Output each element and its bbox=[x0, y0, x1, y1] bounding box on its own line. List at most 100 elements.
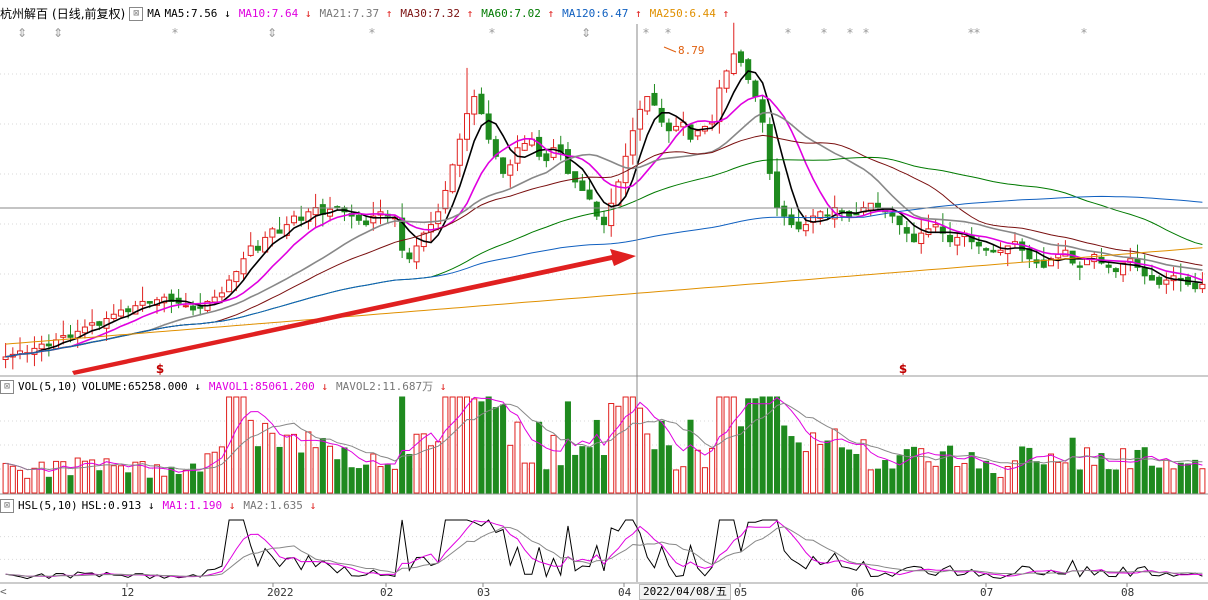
candle-down bbox=[687, 124, 694, 140]
candle-down bbox=[579, 180, 586, 191]
candle-up bbox=[60, 335, 67, 338]
volume-bar-up bbox=[391, 468, 398, 494]
volume-bar-down bbox=[651, 449, 658, 494]
volume-bar-down bbox=[96, 470, 103, 494]
trend-arrow-icon: ↓ bbox=[224, 7, 231, 20]
event-marker-icon: * bbox=[821, 26, 827, 40]
volume-bar-up bbox=[550, 434, 557, 494]
candle-down bbox=[363, 220, 370, 226]
trend-arrow-icon: ↓ bbox=[194, 380, 201, 393]
event-marker-icon: * bbox=[847, 26, 853, 40]
ma-legend-item: MA120:6.47 ↑ bbox=[562, 7, 642, 20]
volume-bar-down bbox=[197, 471, 204, 494]
candle-down bbox=[737, 51, 745, 63]
candle-up bbox=[954, 236, 961, 246]
volume-bar-up bbox=[370, 453, 377, 494]
candle-down bbox=[1105, 264, 1112, 268]
signal-mark: $ bbox=[899, 362, 907, 376]
candle-up bbox=[1120, 262, 1127, 276]
volume-bar-up bbox=[413, 433, 420, 494]
volume-bar-down bbox=[968, 452, 975, 494]
candle-down bbox=[766, 124, 773, 174]
volume-bar-up bbox=[132, 461, 139, 494]
candle-up bbox=[507, 164, 514, 176]
candle-down bbox=[146, 301, 153, 304]
volume-bar-up bbox=[312, 447, 319, 494]
candle-down bbox=[399, 217, 406, 251]
candle-up bbox=[673, 125, 680, 131]
volume-bar-up bbox=[327, 445, 334, 494]
event-marker-icon: * bbox=[1081, 26, 1087, 40]
volume-bar-up bbox=[673, 469, 680, 494]
volume-bar-down bbox=[1026, 447, 1033, 494]
volume-bar-up bbox=[925, 461, 932, 494]
volume-bar-up bbox=[31, 467, 38, 494]
volume-bar-down bbox=[737, 426, 745, 494]
volume-bar-down bbox=[759, 396, 766, 494]
volume-bar-down bbox=[341, 447, 348, 494]
scroll-left-icon[interactable]: < bbox=[0, 585, 7, 598]
vol-legend-item: VOLUME:65258.000 ↓ bbox=[81, 380, 201, 393]
candle-up bbox=[622, 155, 629, 184]
volume-bar-down bbox=[1177, 462, 1184, 494]
volume-bar-down bbox=[355, 468, 362, 494]
volume-bar-up bbox=[615, 405, 622, 494]
candle-up bbox=[629, 130, 636, 156]
vol-settings-icon[interactable]: ⊠ bbox=[0, 380, 14, 394]
volume-bar-down bbox=[781, 425, 788, 494]
candle-down bbox=[406, 252, 413, 260]
x-axis-label: 06 bbox=[851, 586, 865, 599]
candle-up bbox=[233, 271, 240, 283]
volume-bar-down bbox=[975, 468, 982, 494]
peak-label: 8.79 bbox=[678, 44, 705, 57]
volume-bar-down bbox=[1105, 469, 1112, 494]
candle-down bbox=[788, 214, 795, 226]
volume-bar-up bbox=[961, 462, 968, 494]
hsl-settings-icon[interactable]: ⊠ bbox=[0, 499, 14, 513]
candle-down bbox=[45, 343, 52, 347]
indicator-settings-icon[interactable]: ⊠ bbox=[129, 7, 144, 21]
mavol2-line bbox=[5, 402, 1203, 471]
candle-down bbox=[125, 308, 132, 313]
volume-bar-up bbox=[17, 469, 24, 494]
ma-legend-item: MA60:7.02 ↑ bbox=[481, 7, 555, 20]
volume-bar-up bbox=[723, 396, 730, 494]
volume-bar-up bbox=[449, 396, 456, 494]
volume-bar-up bbox=[954, 466, 961, 494]
ma-legend-item: MA10:7.64 ↓ bbox=[238, 7, 312, 20]
volume-bar-down bbox=[572, 454, 579, 494]
volume-bar-down bbox=[298, 452, 305, 494]
volume-bar-down bbox=[363, 464, 370, 494]
volume-bar-down bbox=[1141, 447, 1148, 494]
vol-name: VOL(5,10) bbox=[18, 380, 78, 393]
candle-down bbox=[1112, 268, 1119, 273]
volume-bar-up bbox=[1120, 448, 1127, 494]
stock-name: 杭州解百 bbox=[0, 7, 49, 21]
candle-up bbox=[442, 189, 449, 210]
volume-bar-down bbox=[485, 396, 492, 494]
volume-bar-up bbox=[867, 469, 874, 494]
volume-bar-up bbox=[471, 398, 478, 494]
candle-down bbox=[983, 248, 990, 251]
candle-down bbox=[1156, 276, 1163, 285]
volume-bar-up bbox=[629, 396, 636, 494]
candle-down bbox=[910, 233, 918, 243]
volume-bar-down bbox=[1192, 459, 1199, 494]
candle-up bbox=[932, 224, 939, 228]
volume-bar-down bbox=[478, 401, 485, 494]
volume-bar-up bbox=[507, 444, 514, 494]
volume-bar-down bbox=[146, 477, 153, 494]
candle-up bbox=[723, 70, 730, 89]
candle-down bbox=[586, 189, 593, 200]
volume-bar-up bbox=[932, 465, 939, 494]
candle-up bbox=[240, 258, 247, 275]
event-marker-icon: ⇕ bbox=[267, 26, 277, 40]
volume-bar-down bbox=[564, 401, 571, 494]
volume-bar-up bbox=[1170, 468, 1177, 494]
candle-down bbox=[190, 305, 197, 311]
volume-bar-down bbox=[766, 396, 773, 494]
event-marker-icon: * bbox=[643, 26, 649, 40]
volume-bar-down bbox=[348, 467, 355, 494]
volume-bar-down bbox=[947, 445, 954, 494]
